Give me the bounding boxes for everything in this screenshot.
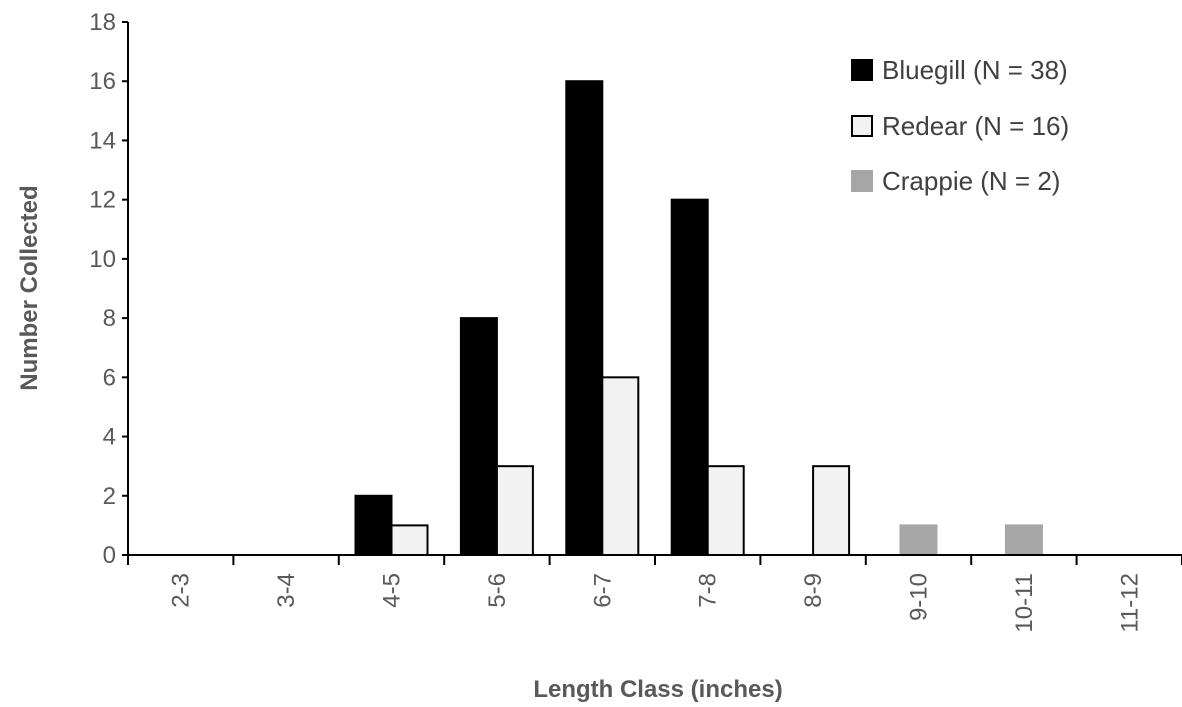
legend-crappie-swatch bbox=[851, 170, 873, 192]
y-tick-label: 4 bbox=[103, 424, 116, 451]
bar-redear-4-5 bbox=[390, 524, 429, 557]
x-tick-label: 10-11 bbox=[1011, 573, 1038, 633]
y-axis-title: Number Collected bbox=[16, 185, 43, 390]
x-tick-label: 5-6 bbox=[484, 573, 511, 608]
x-tick-label: 7-8 bbox=[695, 573, 722, 608]
bar-redear-5-6 bbox=[495, 465, 534, 556]
bar-redear-7-8 bbox=[706, 465, 745, 556]
x-tick-label: 6-7 bbox=[589, 573, 616, 608]
x-tick-label: 11-12 bbox=[1116, 573, 1143, 633]
legend-bluegill-label: Bluegill (N = 38) bbox=[882, 55, 1068, 85]
x-tick-label: 4-5 bbox=[379, 573, 406, 608]
bar-bluegill-4-5 bbox=[354, 494, 393, 556]
x-axis-title: Length Class (inches) bbox=[533, 676, 782, 703]
y-tick-label: 12 bbox=[89, 187, 116, 214]
y-axis: 0 2 4 6 8 10 12 14 16 18 bbox=[89, 9, 129, 569]
bar-redear-6-7 bbox=[601, 376, 640, 557]
legend: Bluegill (N = 38) Redear (N = 16) Crappie … bbox=[851, 55, 1069, 196]
y-tick-label: 8 bbox=[103, 305, 116, 332]
bar-crappie-9-10 bbox=[899, 524, 938, 557]
bar-bluegill-7-8 bbox=[670, 198, 709, 557]
x-tick-label: 9-10 bbox=[906, 573, 933, 621]
x-tick-label: 8-9 bbox=[800, 573, 827, 608]
x-tick-label: 2-3 bbox=[168, 573, 195, 608]
y-tick-label: 10 bbox=[89, 246, 116, 273]
y-tick-label: 0 bbox=[103, 542, 116, 569]
bar-bluegill-5-6 bbox=[459, 317, 498, 556]
y-tick-label: 2 bbox=[103, 483, 116, 510]
legend-crappie-label: Crappie (N = 2) bbox=[882, 166, 1060, 196]
x-axis: 2-3 3-4 4-5 5-6 6-7 7-8 8-9 9-10 10-11 11-12 bbox=[127, 554, 1182, 633]
y-tick-label: 6 bbox=[103, 364, 116, 391]
y-tick-label: 18 bbox=[89, 9, 116, 36]
plot-area bbox=[354, 80, 1043, 557]
y-tick-label: 16 bbox=[89, 68, 116, 95]
x-tick-label: 3-4 bbox=[273, 573, 300, 608]
legend-bluegill-swatch bbox=[851, 59, 873, 81]
y-tick-label: 14 bbox=[89, 127, 116, 154]
bar-crappie-10-11 bbox=[1004, 524, 1043, 557]
bar-redear-8-9 bbox=[812, 465, 851, 556]
legend-redear-label: Redear (N = 16) bbox=[882, 111, 1069, 141]
bar-bluegill-6-7 bbox=[565, 80, 604, 556]
legend-redear-swatch bbox=[851, 115, 873, 137]
